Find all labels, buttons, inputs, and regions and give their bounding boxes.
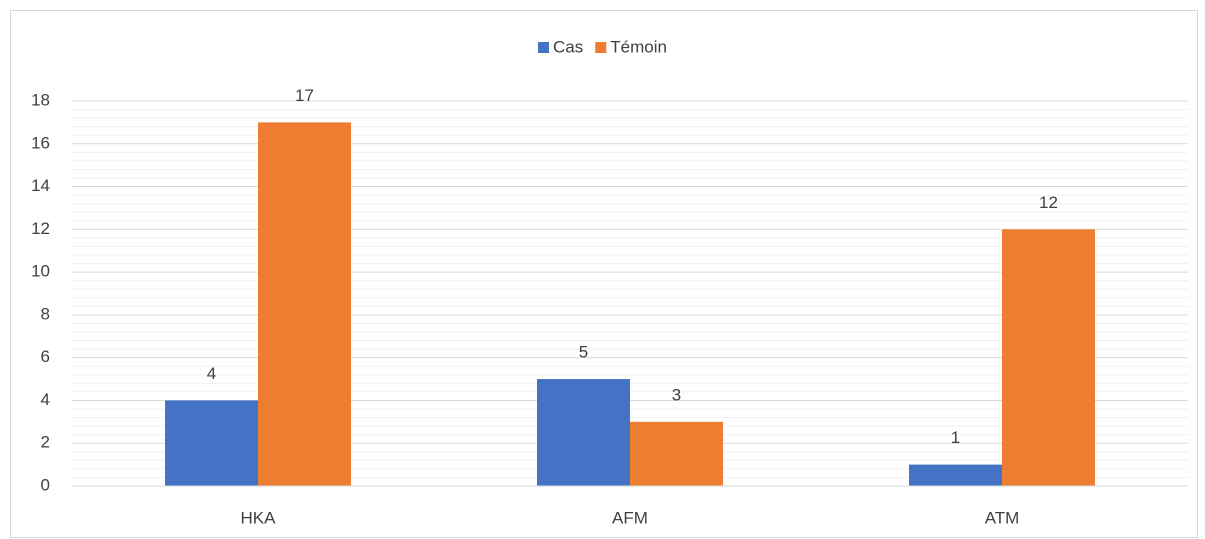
legend: Cas Témoin — [538, 37, 667, 56]
y-tick-label: 10 — [31, 262, 50, 281]
bar — [909, 464, 1002, 486]
bar — [258, 122, 351, 486]
x-tick-label: HKA — [241, 508, 277, 527]
y-tick-label: 18 — [31, 90, 50, 109]
y-tick-label: 12 — [31, 219, 50, 238]
y-tick-label: 8 — [41, 304, 50, 323]
data-label: 17 — [295, 86, 314, 105]
data-label: 1 — [951, 428, 960, 447]
bar — [1002, 229, 1095, 487]
legend-label: Témoin — [610, 37, 667, 56]
y-tick-label: 0 — [41, 475, 50, 494]
data-label: 5 — [579, 343, 588, 362]
bar — [630, 421, 723, 486]
x-tick-label: AFM — [612, 508, 648, 527]
legend-swatch — [538, 42, 549, 53]
y-tick-label: 4 — [41, 390, 50, 409]
y-tick-label: 2 — [41, 433, 50, 452]
bar — [165, 400, 258, 486]
legend-swatch — [595, 42, 607, 53]
data-label: 3 — [672, 385, 681, 404]
bar — [537, 379, 630, 486]
data-label: 12 — [1039, 193, 1058, 212]
x-tick-label: ATM — [985, 508, 1020, 527]
y-tick-label: 6 — [41, 347, 50, 366]
y-tick-label: 16 — [31, 133, 50, 152]
data-label: 4 — [207, 364, 216, 383]
y-tick-label: 14 — [31, 176, 50, 195]
legend-label: Cas — [553, 37, 583, 56]
